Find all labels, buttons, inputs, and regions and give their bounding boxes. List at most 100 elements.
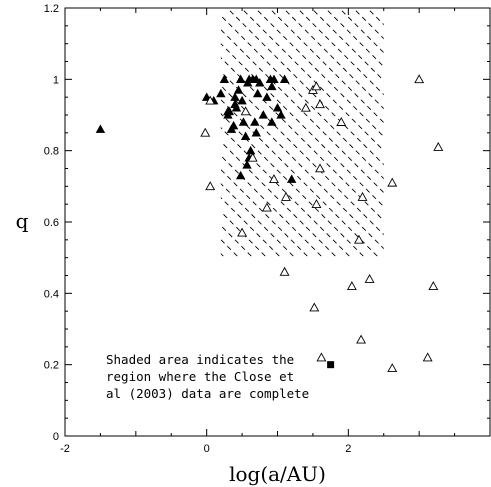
open-triangle-point [200, 127, 211, 137]
filled-triangle-point [235, 170, 246, 180]
open-triangle-point [315, 163, 325, 173]
open-triangle-point [261, 202, 272, 212]
hatch-line [220, 127, 352, 258]
open-triangle-point [247, 152, 258, 162]
y-tick-label: 0.8 [44, 146, 59, 158]
filled-triangle-point [286, 174, 297, 183]
filled-triangle-point [235, 74, 246, 83]
hatch-line [220, 71, 384, 236]
open-triangle-point [315, 99, 325, 109]
filled-triangle-point [269, 74, 279, 83]
filled-triangle-point [228, 120, 239, 130]
hatch-line [352, 8, 384, 40]
x-axis-label: log(a/AU) [229, 462, 326, 486]
filled-triangle-point [255, 78, 265, 87]
filled-triangle-point [258, 110, 269, 119]
filled-triangle-point [245, 145, 256, 155]
filled-triangle-point [252, 88, 263, 98]
open-triangle-point [205, 181, 216, 191]
filled-triangle-point [223, 106, 233, 116]
open-triangle-point [240, 106, 251, 116]
open-triangle-point [316, 352, 327, 362]
open-triangle-point [205, 95, 216, 105]
open-triangle-point [346, 281, 357, 291]
y-axis-label: q [16, 209, 29, 233]
y-tick-label: 1 [53, 74, 59, 86]
open-triangle-point [300, 102, 311, 112]
open-triangle-point [309, 302, 320, 312]
filled-triangle-point [219, 74, 230, 83]
x-tick-label: 0 [204, 443, 210, 455]
filled-triangle-point [242, 160, 252, 169]
shaded-region [0, 0, 384, 268]
hatch-line [310, 8, 384, 82]
hatch-line [226, 8, 384, 166]
hatch-line [220, 29, 384, 194]
filled-triangle-point [216, 88, 226, 98]
filled-triangle-point [240, 131, 251, 141]
filled-triangle-point [279, 74, 290, 83]
hatch-line [220, 155, 324, 258]
open-triangle-point [311, 81, 322, 91]
hatch-line [324, 8, 384, 68]
hatch-line [220, 211, 268, 258]
hatch-line [220, 239, 240, 258]
open-triangle-point [353, 234, 364, 244]
open-triangle-point [387, 177, 398, 187]
filled-triangle-point [262, 92, 272, 101]
y-tick-label: 0.2 [44, 360, 59, 372]
hatch-line [220, 169, 310, 258]
open-triangle-point [414, 74, 425, 84]
y-tick-label: 0.4 [44, 288, 59, 300]
tick-labels: -2 0 200.20.40.60.811.2 [44, 3, 352, 455]
axis-ticks [64, 7, 491, 437]
hatch-line [0, 0, 221, 268]
filled-triangle-point [251, 128, 261, 137]
hatch-line [254, 8, 384, 138]
hatch-line [220, 113, 366, 258]
filled-square-point [327, 361, 335, 369]
hatch-line [220, 141, 338, 258]
open-triangle-point [268, 174, 279, 184]
open-triangle-point [364, 273, 375, 283]
x-tick-label: -2 [60, 443, 70, 455]
filled-triangle-point [276, 110, 286, 119]
hatch-line [268, 8, 384, 124]
open-triangle-point [422, 352, 433, 362]
hatch-line [240, 8, 384, 152]
filled-triangle-point [238, 117, 249, 126]
hatch-line [220, 253, 226, 258]
open-triangle-point [433, 141, 444, 151]
y-tick-label: 0.6 [44, 217, 59, 229]
annotation-line: region where the Close et [106, 369, 294, 384]
open-triangle-point [387, 363, 398, 373]
filled-triangle-point [267, 117, 277, 126]
annotation-text: Shaded area indicates the region where th… [106, 352, 309, 401]
hatch-line [338, 8, 384, 54]
open-triangle-point [357, 191, 368, 201]
hatch-line [220, 197, 282, 258]
hatch-line [220, 85, 384, 250]
hatch-line [220, 43, 384, 208]
open-triangle-point [281, 191, 291, 201]
data-points [95, 74, 444, 373]
hatch-line [220, 57, 384, 222]
open-triangle-point [311, 199, 322, 208]
open-triangle-point [356, 334, 367, 344]
filled-triangle-point [237, 95, 247, 105]
filled-triangle-point [233, 85, 244, 94]
filled-triangle-point [250, 117, 260, 126]
hatch-line [380, 8, 384, 12]
open-triangle-point [237, 227, 248, 237]
y-tick-label: 1.2 [44, 3, 59, 15]
filled-triangle-point [272, 103, 283, 112]
x-tick-label: 2 [345, 443, 351, 455]
hatch-line [220, 225, 254, 258]
open-triangle-point [279, 266, 290, 276]
filled-triangle-point [95, 124, 106, 133]
open-triangle-point [336, 117, 347, 126]
hatch-line [296, 8, 384, 96]
annotation-line: Shaded area indicates the [106, 352, 294, 367]
hatch-line [282, 8, 384, 110]
